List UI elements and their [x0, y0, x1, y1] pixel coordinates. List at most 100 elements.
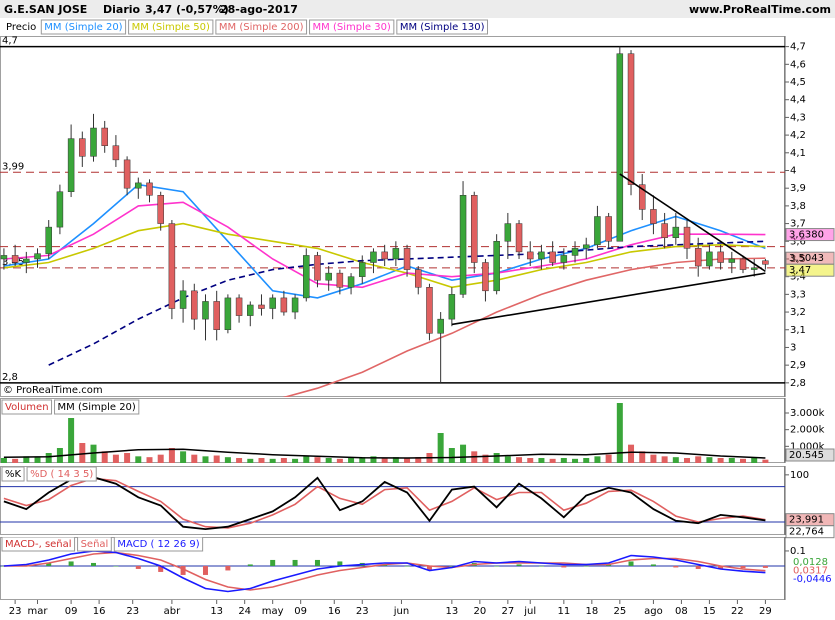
- x-tick-label: 29: [759, 606, 772, 617]
- candle-body: [448, 294, 456, 320]
- candle-body: [706, 251, 713, 267]
- volume-bar: [79, 443, 86, 463]
- site: www.ProRealTime.com: [689, 3, 831, 16]
- y-tick-label: 3,6: [790, 236, 806, 247]
- volume-bar: [549, 458, 556, 463]
- volume-bar: [594, 456, 601, 463]
- histogram-bar: [583, 565, 589, 567]
- candle-body: [560, 255, 568, 263]
- histogram-bar: [46, 562, 52, 566]
- x-tick-label: 09: [65, 606, 78, 617]
- candle-body: [762, 260, 769, 265]
- candle-body: [202, 301, 209, 320]
- y-tick-label: 4: [790, 165, 796, 176]
- volume-bar: [381, 458, 388, 463]
- legend-box: [54, 399, 140, 415]
- volume-bar: [325, 458, 332, 463]
- volume-bar: [370, 456, 377, 463]
- histogram-bar: [113, 565, 119, 567]
- candle-body: [79, 138, 86, 157]
- trend-line: [451, 272, 766, 326]
- histogram-bar: [740, 565, 746, 569]
- volume-bar: [213, 455, 220, 463]
- candle-body: [123, 159, 131, 189]
- x-tick-label: jun: [393, 606, 409, 617]
- x-tick-label: 24: [238, 606, 251, 617]
- candle-body: [235, 297, 243, 316]
- candle-body: [23, 258, 30, 263]
- legend-entry: %D ( 14 3 5): [30, 469, 93, 480]
- candle-body: [280, 297, 288, 313]
- x-tick-label: abr: [164, 606, 181, 617]
- volume-bar: [728, 458, 735, 463]
- volume-bar: [303, 456, 310, 463]
- candle-body: [638, 184, 646, 210]
- candle-body: [459, 195, 467, 295]
- candle-body: [303, 255, 310, 299]
- legend-entry: Precio: [6, 22, 36, 33]
- x-tick-label: 18: [585, 606, 598, 617]
- candle-body: [191, 290, 198, 320]
- y-tick-label: 1.000k: [790, 441, 825, 452]
- panel-frame: [0, 36, 785, 397]
- value-badge-label: 20.545: [789, 450, 824, 461]
- moving-average: [3, 222, 766, 289]
- candle-body: [728, 258, 736, 263]
- volume-bar: [101, 451, 108, 463]
- volume-bar: [45, 453, 52, 463]
- histogram-bar: [449, 565, 455, 567]
- volume-bar: [191, 454, 198, 463]
- legend-box: [1, 537, 76, 552]
- histogram-bar: [718, 565, 724, 569]
- level-label: 2,8: [2, 372, 18, 383]
- candle-body: [336, 272, 344, 288]
- candle-body: [672, 226, 680, 238]
- value-badge-label: 3,6380: [789, 230, 824, 241]
- volume-bar: [639, 451, 646, 463]
- date: 28-ago-2017: [220, 3, 298, 16]
- candle-body: [470, 195, 478, 263]
- candle-body: [146, 182, 153, 196]
- y-tick-label: 4,5: [790, 77, 806, 88]
- candle-body: [325, 272, 332, 281]
- histogram-bar: [516, 564, 522, 566]
- volume-bar: [672, 457, 679, 463]
- legend-box: [128, 19, 214, 35]
- volume-average: [3, 448, 766, 459]
- candle-body: [605, 216, 612, 242]
- candle-body: [717, 251, 724, 263]
- histogram-bar: [247, 564, 253, 566]
- candle-body: [616, 53, 624, 242]
- candle-body: [314, 255, 321, 281]
- candle-body: [67, 138, 75, 192]
- histogram-bar: [673, 565, 679, 568]
- histogram-bar: [628, 561, 634, 566]
- candle-body: [347, 276, 355, 288]
- candle-body: [437, 318, 444, 334]
- candle-body: [594, 216, 601, 246]
- y-tick-label: 3,2: [790, 307, 806, 318]
- y-tick-label: 3.000k: [790, 408, 825, 419]
- y-tick-label: 4,2: [790, 130, 806, 141]
- candle-body: [11, 255, 19, 263]
- volume-bar: [112, 454, 119, 463]
- candle-body: [101, 127, 108, 146]
- legend-entry: %K: [5, 469, 22, 480]
- macd-line: [3, 551, 766, 591]
- x-tick-label: 13: [445, 606, 458, 617]
- y-tick-label: 3,8: [790, 201, 806, 212]
- y-tick-label: 4,4: [790, 95, 806, 106]
- level-label: 3,99: [2, 161, 24, 172]
- value-badge: [785, 263, 835, 277]
- moving-average: [3, 183, 766, 299]
- candle-body: [482, 262, 489, 292]
- y-tick-label: 2,9: [790, 360, 806, 371]
- candle-body: [224, 297, 232, 331]
- quote: 3,47 (-0,57%): [145, 3, 229, 16]
- volume-bar: [0, 458, 7, 463]
- panel-plot: 4,73,993,452,8© ProRealTime.com: [0, 36, 785, 397]
- volume-bar: [269, 458, 276, 463]
- legend-box: [77, 537, 112, 552]
- volume-bar: [348, 458, 355, 463]
- volume-bar: [650, 454, 657, 463]
